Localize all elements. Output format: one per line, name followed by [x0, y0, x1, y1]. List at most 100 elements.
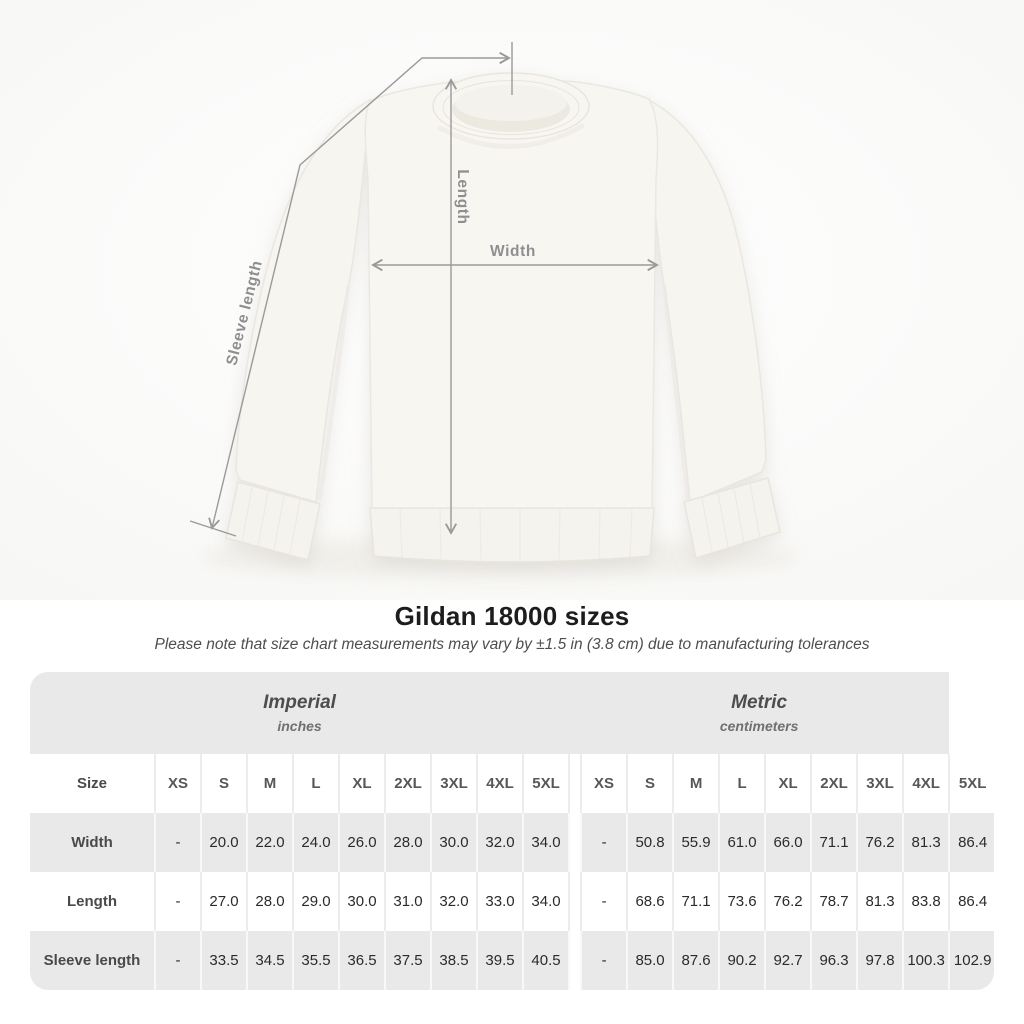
imperial-value-cell: 32.0 [430, 872, 477, 931]
imperial-value-cell: - [154, 872, 201, 931]
metric-value-cell: 50.8 [626, 813, 674, 872]
metric-value-cell: 97.8 [856, 931, 904, 990]
metric-value-cell: - [580, 931, 628, 990]
imperial-value-cell: 36.5 [338, 931, 385, 990]
imperial-value-cell: 24.0 [292, 813, 339, 872]
size-col-header-metric: XS [580, 754, 628, 813]
imperial-value-cell: 38.5 [430, 931, 477, 990]
imperial-value-cell: 30.0 [338, 872, 385, 931]
metric-value-cell: 100.3 [902, 931, 950, 990]
unit-section-band: Imperial inches Metric centimeters [30, 672, 994, 754]
metric-value-cell: 92.7 [764, 931, 812, 990]
imperial-value-cell: 40.5 [521, 931, 570, 990]
size-col-header-metric: 2XL [810, 754, 858, 813]
metric-value-cell: 102.9 [948, 931, 994, 990]
metric-value-cell: 55.9 [672, 813, 720, 872]
imperial-value-cell: 29.0 [292, 872, 339, 931]
measure-row: Length -27.0 28.0 29.0 30.0 31.0 32.0 33.0 34.0-… [30, 872, 994, 931]
metric-value-cell: 85.0 [626, 931, 674, 990]
metric-value-cell: 86.4 [948, 872, 994, 931]
imperial-section-header: Imperial inches [30, 672, 570, 754]
size-col-header-metric: M [672, 754, 720, 813]
section-gap [568, 931, 582, 990]
metric-value-cell: - [580, 813, 628, 872]
metric-value-cell: 61.0 [718, 813, 766, 872]
section-gap [568, 754, 582, 813]
metric-value-cell: 68.6 [626, 872, 674, 931]
size-col-header-metric: S [626, 754, 674, 813]
metric-value-cell: 90.2 [718, 931, 766, 990]
imperial-value-cell: 34.0 [521, 872, 570, 931]
imperial-value-cell: 27.0 [200, 872, 247, 931]
metric-value-cell: 73.6 [718, 872, 766, 931]
imperial-value-cell: 22.0 [246, 813, 293, 872]
size-corner-label: Size [30, 754, 155, 813]
metric-value-cell: 76.2 [764, 872, 812, 931]
size-header-row: Size XS S M L XL 2XL 3XL 4XL 5XL XS S M L XL 2XL 3XL 4XL… [30, 754, 994, 813]
size-col-header-metric: 4XL [902, 754, 950, 813]
section-gap [568, 813, 582, 872]
size-col-header-imperial: 3XL [430, 754, 477, 813]
page-title: Gildan 18000 sizes [394, 601, 630, 631]
imperial-value-cell: 20.0 [200, 813, 247, 872]
metric-value-cell: 78.7 [810, 872, 858, 931]
size-col-header-imperial: L [292, 754, 339, 813]
size-col-header-metric: 3XL [856, 754, 904, 813]
size-col-header-metric: L [718, 754, 766, 813]
imperial-value-cell: 39.5 [476, 931, 523, 990]
imperial-value-cell: 34.0 [521, 813, 570, 872]
measure-row-label: Width [30, 813, 155, 872]
length-measure-label: Length [454, 169, 471, 224]
size-col-header-metric: 5XL [948, 754, 994, 813]
metric-value-cell: 87.6 [672, 931, 720, 990]
metric-title: Metric [731, 692, 788, 713]
metric-value-cell: 83.8 [902, 872, 950, 931]
measure-row: Width -20.0 22.0 24.0 26.0 28.0 30.0 32.0 34.0-5… [30, 813, 994, 872]
imperial-value-cell: 28.0 [246, 872, 293, 931]
imperial-value-cell: - [154, 813, 201, 872]
section-gap [568, 872, 582, 931]
size-col-header-imperial: 4XL [476, 754, 523, 813]
imperial-title: Imperial [263, 692, 336, 713]
width-measure-label: Width [490, 243, 536, 260]
metric-value-cell: 71.1 [810, 813, 858, 872]
metric-value-cell: 96.3 [810, 931, 858, 990]
imperial-value-cell: 34.5 [246, 931, 293, 990]
metric-value-cell: 86.4 [948, 813, 994, 872]
measure-row-label: Length [30, 872, 155, 931]
metric-value-cell: 71.1 [672, 872, 720, 931]
tolerance-note: Please note that size chart measurements… [154, 636, 870, 653]
sleeve-end-tick [189, 520, 237, 537]
metric-subtitle: centimeters [719, 718, 799, 734]
imperial-value-cell: 35.5 [292, 931, 339, 990]
size-col-header-imperial: XL [338, 754, 385, 813]
metric-value-cell: 66.0 [764, 813, 812, 872]
metric-value-cell: 81.3 [856, 872, 904, 931]
product-photo: Width Length Sleeve length [0, 0, 1024, 600]
size-col-header-imperial: M [246, 754, 293, 813]
metric-value-cell: 81.3 [902, 813, 950, 872]
size-col-header-imperial: XS [154, 754, 201, 813]
size-table-grid: Imperial inches Metric centimeters Size … [30, 672, 994, 990]
imperial-value-cell: 33.5 [200, 931, 247, 990]
size-col-header-imperial: 5XL [521, 754, 570, 813]
measure-row: Sleeve length -33.5 34.5 35.5 36.5 37.5 38.5 39… [30, 931, 994, 990]
metric-value-cell: 76.2 [856, 813, 904, 872]
imperial-value-cell: 33.0 [476, 872, 523, 931]
measure-row-label: Sleeve length [30, 931, 155, 990]
imperial-value-cell: 26.0 [338, 813, 385, 872]
imperial-value-cell: 37.5 [384, 931, 431, 990]
measurement-lines [189, 42, 659, 537]
size-col-header-metric: XL [764, 754, 812, 813]
imperial-subtitle: inches [277, 718, 322, 734]
metric-section-header: Metric centimeters [569, 672, 950, 754]
size-col-header-imperial: S [200, 754, 247, 813]
imperial-value-cell: 28.0 [384, 813, 431, 872]
imperial-value-cell: 31.0 [384, 872, 431, 931]
sweatshirt-diagram: Width Length Sleeve length [0, 0, 1024, 600]
imperial-value-cell: 32.0 [476, 813, 523, 872]
sleeve-length-measure-line [208, 51, 511, 530]
imperial-value-cell: - [154, 931, 201, 990]
imperial-value-cell: 30.0 [430, 813, 477, 872]
